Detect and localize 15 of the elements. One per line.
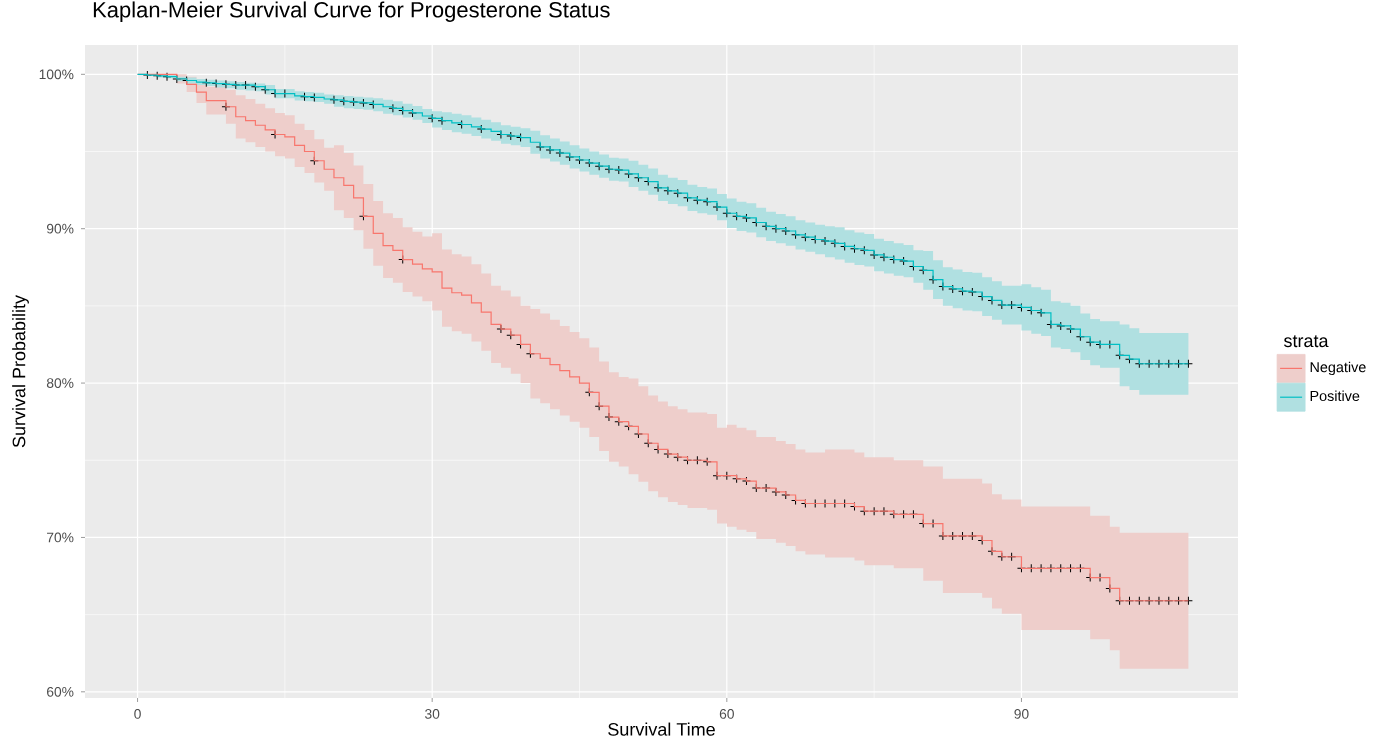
- x-tick-label: 30: [425, 709, 440, 719]
- y-tick-label: 100%: [39, 69, 74, 80]
- y-tick-label: 70%: [47, 532, 74, 543]
- y-tick-label: 60%: [47, 686, 74, 697]
- legend-label: Positive: [1310, 390, 1360, 402]
- y-tick-label: 80%: [46, 378, 74, 388]
- x-axis-title: Survival Time: [608, 722, 715, 736]
- x-tick-label: 60: [719, 709, 734, 719]
- legend-label: Negative: [1310, 361, 1366, 376]
- y-tick-label: 90%: [46, 223, 74, 234]
- x-tick-label: 0: [134, 709, 141, 719]
- y-axis-title: Survival Probability: [12, 295, 29, 448]
- legend-title: strata: [1283, 335, 1329, 348]
- x-tick-label: 90: [1014, 709, 1029, 719]
- chart-title: Kaplan-Meier Survival Curve for Progesterone Status: [93, 1, 610, 22]
